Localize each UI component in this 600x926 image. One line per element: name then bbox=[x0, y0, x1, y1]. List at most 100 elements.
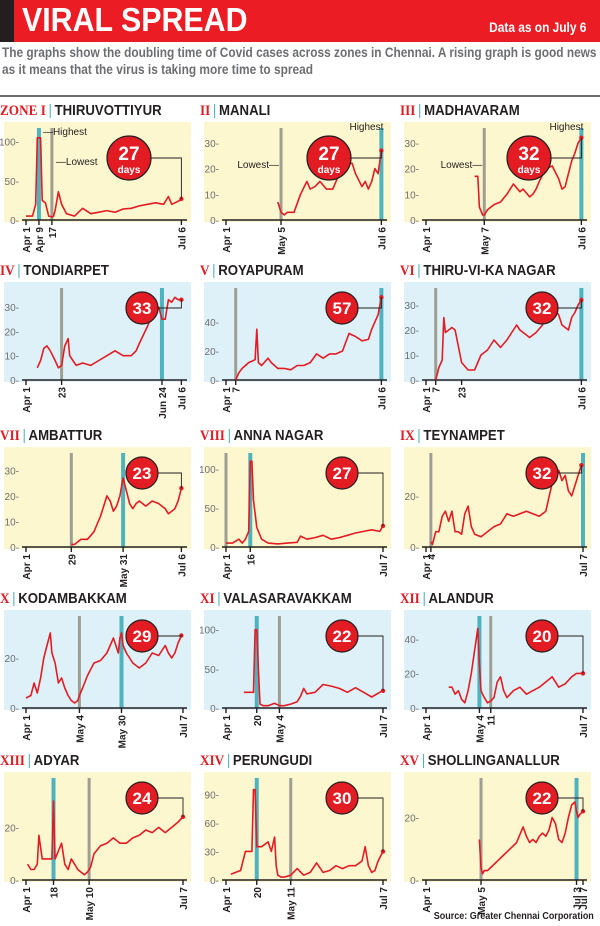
chart-background bbox=[4, 447, 191, 549]
doubling-time-line bbox=[226, 460, 384, 545]
lowest-marker-line bbox=[277, 616, 281, 708]
x-tick-label: Apr 1 bbox=[22, 387, 33, 413]
y-tick-label: 0- bbox=[410, 876, 419, 887]
badge-value: 20 bbox=[533, 627, 552, 646]
zone-name: THIRU-VI-KA NAGAR bbox=[423, 262, 556, 279]
lowest-marker-line bbox=[279, 128, 283, 220]
x-tick-label: Apr 1 bbox=[422, 554, 433, 580]
x-tick-label: Apr 1 bbox=[422, 715, 433, 741]
y-tick-label: 20- bbox=[205, 165, 219, 176]
zone-name: TEYNAMPET bbox=[423, 427, 505, 444]
zone-name: TONDIARPET bbox=[23, 262, 109, 279]
latest-point bbox=[179, 486, 184, 491]
doubling-time-line bbox=[26, 137, 182, 218]
zone-chart: 0- 10- 20- 30- Apr 17 23 Jul 6 32 bbox=[404, 282, 591, 413]
chart-background bbox=[204, 282, 391, 382]
badge-value: 24 bbox=[133, 789, 152, 808]
x-tick-label: 20 bbox=[253, 887, 264, 899]
y-tick-label: 40- bbox=[205, 318, 219, 329]
badge-connector bbox=[351, 150, 382, 159]
y-tick-label: 0- bbox=[10, 704, 19, 715]
y-tick-label: 0- bbox=[210, 543, 219, 554]
y-tick-label: 0- bbox=[210, 704, 219, 715]
doubling-days-badge bbox=[525, 619, 559, 653]
badge-value: 27 bbox=[333, 464, 352, 483]
x-tick-label: 18 bbox=[50, 887, 61, 899]
x-tick-label: May 31 bbox=[119, 554, 130, 588]
title-separator: | bbox=[12, 590, 16, 607]
zone-number: IX bbox=[400, 428, 415, 444]
x-tick-label: Jul 6 bbox=[177, 227, 188, 250]
zone-panel: X | KODAMBAKKAM 0- 20- Apr 1 May 4 May 30 Jul 7 2… bbox=[0, 590, 191, 750]
title-separator: | bbox=[48, 102, 52, 119]
y-tick-label: 50- bbox=[205, 665, 219, 676]
y-tick-label: 20- bbox=[405, 814, 419, 825]
badge-connector bbox=[158, 797, 184, 817]
lowest-marker-line bbox=[87, 778, 91, 880]
highest-marker-line bbox=[254, 616, 259, 708]
title-separator: | bbox=[226, 752, 231, 769]
y-tick-label: 20- bbox=[405, 669, 419, 680]
badge-connector bbox=[558, 300, 582, 309]
x-tick-label: Jul 7 bbox=[379, 715, 390, 738]
zone-chart: 0- 20- 40- Apr 1 May 4 11 Jul 7 20 bbox=[404, 610, 591, 743]
zone-title: II | MANALI bbox=[200, 102, 270, 122]
badge-connector bbox=[151, 157, 182, 199]
badge-connector bbox=[158, 299, 182, 309]
x-tick-label: Apr 1 bbox=[22, 227, 33, 253]
y-tick-label: 0- bbox=[10, 543, 19, 554]
zone-title: III | MADHAVARAM bbox=[400, 102, 520, 122]
highest-marker-line bbox=[574, 778, 579, 880]
zone-title: XV | SHOLLINGANALLUR bbox=[400, 752, 560, 772]
y-tick-label: 90- bbox=[205, 790, 219, 801]
zone-name: ROYAPURAM bbox=[218, 262, 304, 279]
zone-panel: III | MADHAVARAM 0- 10- 20- 30- Apr 1 May 7 Jul 6… bbox=[400, 102, 591, 262]
lowest-label: —Lowest bbox=[56, 157, 98, 168]
y-tick-label: 20- bbox=[405, 492, 419, 503]
badge-connector bbox=[358, 635, 384, 691]
doubling-days-badge bbox=[325, 781, 359, 815]
zone-title: VIII | ANNA NAGAR bbox=[200, 427, 323, 447]
doubling-time-line bbox=[71, 477, 183, 546]
highest-marker-line bbox=[581, 453, 585, 547]
y-tick-label: 10- bbox=[5, 517, 19, 528]
zone-number: V bbox=[200, 263, 210, 279]
zone-chart: 0- 50- 100- Apr 1 16 Jul 7 27 bbox=[200, 447, 391, 580]
x-tick-label: Apr 9 bbox=[35, 227, 46, 253]
x-tick-label: Apr 1 bbox=[22, 887, 33, 913]
x-tick-label: Jul 6 bbox=[377, 227, 388, 250]
badge-value: 32 bbox=[533, 464, 552, 483]
highest-marker-line bbox=[121, 453, 126, 547]
doubling-time-line bbox=[430, 464, 583, 546]
y-tick-label: 0- bbox=[10, 376, 19, 387]
lowest-marker-line bbox=[234, 288, 238, 380]
title-separator: | bbox=[227, 427, 232, 444]
title-separator: | bbox=[417, 427, 421, 444]
zone-panel: VI | THIRU-VI-KA NAGAR 0- 10- 20- 30- Apr 1 7 23 J… bbox=[400, 262, 591, 422]
doubling-time-line bbox=[234, 297, 383, 381]
zone-chart: 0- 50- 100- Apr 1 20 May 4 Jul 7 22 bbox=[200, 610, 391, 743]
zone-name: ANNA NAGAR bbox=[233, 427, 324, 444]
latest-point bbox=[380, 688, 386, 693]
zone-panel: XIII | ADYAR 0- 20- Apr 1 18 May 10 Jul 7 24 bbox=[0, 752, 191, 922]
title-separator: | bbox=[212, 102, 217, 119]
lowest-marker-line bbox=[289, 778, 293, 880]
y-tick-label: 20- bbox=[205, 347, 219, 358]
highest-marker-line bbox=[248, 453, 253, 547]
latest-point bbox=[380, 849, 386, 854]
highest-label: Highest bbox=[549, 122, 583, 133]
doubling-time-line bbox=[36, 296, 182, 369]
zone-chart: 0- 30- 60- 90- Apr 1 20 May 11 Jul 7 30 bbox=[204, 772, 391, 920]
x-tick-label: Jul 6 bbox=[177, 554, 188, 577]
chart-background bbox=[4, 122, 191, 222]
zone-chart: 0- 20- Apr 1 18 May 10 Jul 7 24 bbox=[4, 772, 191, 920]
zone-panel: XIV | PERUNGUDI 0- 30- 60- 90- Apr 1 20 May 11 Jul… bbox=[200, 752, 391, 922]
doubling-time-line bbox=[448, 627, 583, 704]
zone-panel: IV | TONDIARPET 0- 10- 20- 30- Apr 1 23 Jun 24 Jul… bbox=[0, 262, 191, 422]
y-tick-label: 30- bbox=[205, 847, 219, 858]
y-tick-label: 50- bbox=[205, 504, 219, 515]
doubling-days-badge bbox=[525, 291, 559, 325]
zone-name: ADYAR bbox=[33, 752, 80, 769]
zone-number: VIII bbox=[200, 428, 225, 444]
